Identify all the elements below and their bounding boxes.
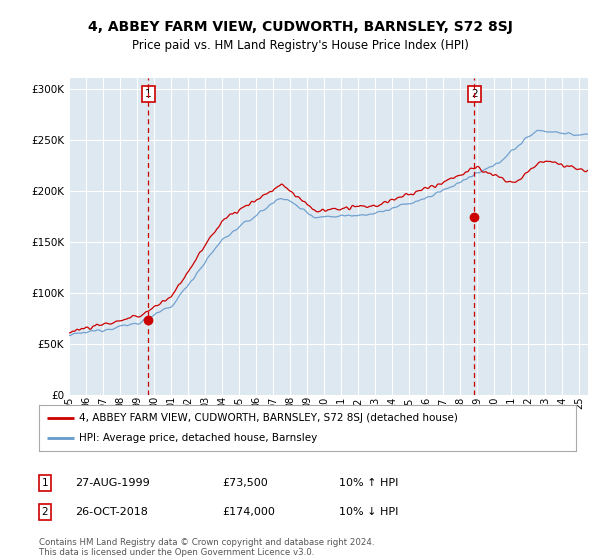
Text: £174,000: £174,000: [222, 507, 275, 517]
Text: 4, ABBEY FARM VIEW, CUDWORTH, BARNSLEY, S72 8SJ: 4, ABBEY FARM VIEW, CUDWORTH, BARNSLEY, …: [88, 20, 512, 34]
Text: HPI: Average price, detached house, Barnsley: HPI: Average price, detached house, Barn…: [79, 433, 317, 443]
Text: 1: 1: [41, 478, 49, 488]
Text: 26-OCT-2018: 26-OCT-2018: [75, 507, 148, 517]
Text: 4, ABBEY FARM VIEW, CUDWORTH, BARNSLEY, S72 8SJ (detached house): 4, ABBEY FARM VIEW, CUDWORTH, BARNSLEY, …: [79, 413, 458, 423]
Text: 2: 2: [41, 507, 49, 517]
Text: 10% ↑ HPI: 10% ↑ HPI: [339, 478, 398, 488]
Text: Contains HM Land Registry data © Crown copyright and database right 2024.
This d: Contains HM Land Registry data © Crown c…: [39, 538, 374, 557]
Text: 1: 1: [145, 88, 151, 99]
Text: £73,500: £73,500: [222, 478, 268, 488]
Text: 10% ↓ HPI: 10% ↓ HPI: [339, 507, 398, 517]
Text: 2: 2: [471, 88, 478, 99]
Text: 27-AUG-1999: 27-AUG-1999: [75, 478, 150, 488]
Text: Price paid vs. HM Land Registry's House Price Index (HPI): Price paid vs. HM Land Registry's House …: [131, 39, 469, 52]
